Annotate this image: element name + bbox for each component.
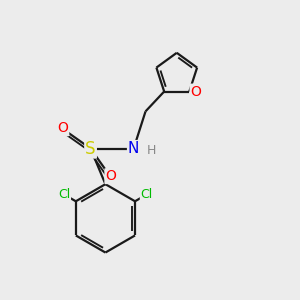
Text: Cl: Cl [58, 188, 70, 201]
Text: O: O [105, 169, 116, 183]
Text: S: S [85, 140, 96, 158]
Text: O: O [190, 85, 201, 98]
Text: O: O [58, 121, 68, 135]
Text: Cl: Cl [141, 188, 153, 201]
Text: H: H [147, 144, 156, 157]
Text: N: N [128, 141, 139, 156]
